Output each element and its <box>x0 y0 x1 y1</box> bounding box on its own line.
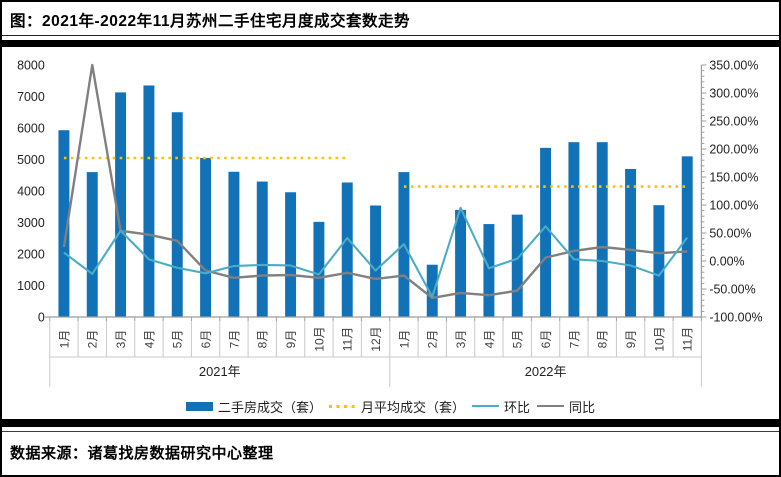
right-axis-tick-label: -50.00% <box>709 282 755 296</box>
legend-label-yoy: 同比 <box>569 399 596 415</box>
yoy-line-swatch-icon <box>537 404 565 408</box>
bar-2022年-2月 <box>426 264 438 317</box>
mom-line-swatch-icon <box>472 404 499 408</box>
month-tick-label: 11月 <box>681 327 695 351</box>
data-source-note: 数据来源：诸葛找房数据研究中心整理 <box>10 445 274 462</box>
bar-swatch-icon <box>185 401 213 411</box>
left-axis-tick-label: 7000 <box>17 90 45 104</box>
month-tick-label: 8月 <box>596 330 610 349</box>
bar-2021年-1月 <box>58 130 70 317</box>
month-tick-label: 3月 <box>114 330 128 349</box>
bar-2022年-5月 <box>511 214 523 317</box>
month-tick-label: 4月 <box>482 330 496 349</box>
legend-label-volume: 二手房成交（套） <box>217 399 322 415</box>
right-axis-tick-label: 250.00% <box>709 114 758 128</box>
bar-2021年-3月 <box>115 92 127 317</box>
month-tick-label: 9月 <box>624 330 638 349</box>
left-axis-tick-label: 4000 <box>17 184 45 198</box>
month-tick-label: 2月 <box>426 330 440 349</box>
bar-2021年-4月 <box>143 85 155 317</box>
left-axis-tick-label: 1000 <box>17 279 45 293</box>
month-tick-label: 7月 <box>227 330 241 349</box>
year-group-label: 2022年 <box>525 364 567 379</box>
legend-item-mom: 环比 <box>472 397 530 416</box>
right-axis-tick-label: 50.00% <box>709 226 751 240</box>
month-tick-label: 7月 <box>567 330 581 349</box>
footer-separator <box>2 419 779 432</box>
combo-chart: 1月 2月 3月 4月 5月 6月 7月 8月 9月 10月 11月 12月 1月 2月 3月 4月 5月 6月 7… <box>17 58 763 387</box>
month-tick-label: 5月 <box>171 330 185 349</box>
bar-2022年-8月 <box>596 142 608 317</box>
bar-2022年-9月 <box>625 168 637 317</box>
year-group-label: 2021年 <box>199 364 241 379</box>
month-tick-label: 2月 <box>86 330 100 349</box>
bar-2021年-8月 <box>256 181 268 317</box>
left-axis-tick-label: 5000 <box>17 153 45 167</box>
header-separator <box>2 35 779 47</box>
month-tick-label: 8月 <box>256 330 270 349</box>
month-tick-label: 5月 <box>511 330 525 349</box>
legend-label-average: 月平均成交（套） <box>360 399 465 415</box>
right-axis-tick-label: 350.00% <box>709 58 758 72</box>
footer-thin-line <box>2 431 779 432</box>
bar-2022年-10月 <box>653 205 665 317</box>
month-tick-label: 11月 <box>341 327 355 351</box>
footer-black-bar <box>2 419 779 427</box>
bar-2021年-6月 <box>200 157 212 317</box>
bar-2022年-6月 <box>540 147 552 317</box>
right-axis-tick-label: 300.00% <box>709 86 758 100</box>
mom-series-line <box>63 206 689 298</box>
month-tick-label: 6月 <box>199 330 213 349</box>
bar-2022年-7月 <box>568 142 580 317</box>
left-axis-tick-label: 2000 <box>17 247 45 261</box>
right-axis-tick-label: 100.00% <box>709 198 758 212</box>
left-axis-tick-label: 8000 <box>17 58 45 72</box>
month-tick-label: 4月 <box>142 330 156 349</box>
bar-2021年-5月 <box>171 112 183 317</box>
chart-area: 1月 2月 3月 4月 5月 6月 7月 8月 9月 10月 11月 12月 1月 2月 3月 4月 5月 6月 7… <box>2 47 779 393</box>
month-tick-label: 10月 <box>312 326 326 351</box>
bar-2021年-9月 <box>285 192 297 317</box>
month-tick-label: 9月 <box>284 330 298 349</box>
month-tick-label: 3月 <box>454 330 468 349</box>
chart-legend: 二手房成交（套） 月平均成交（套） 环比 同比 <box>2 393 779 419</box>
left-axis-tick-label: 6000 <box>17 121 45 135</box>
left-axis-tick-label: 3000 <box>17 216 45 230</box>
legend-label-mom: 环比 <box>504 399 531 415</box>
month-tick-label: 1月 <box>397 330 411 349</box>
bar-2022年-3月 <box>455 209 467 317</box>
bar-2021年-11月 <box>341 182 353 317</box>
figure-title: 图：2021年-2022年11月苏州二手住宅月度成交套数走势 <box>10 13 411 30</box>
month-tick-label: 12月 <box>369 326 383 351</box>
legend-item-yoy: 同比 <box>537 397 595 416</box>
legend-item-average: 月平均成交（套） <box>328 397 465 416</box>
legend-item-volume: 二手房成交（套） <box>185 397 322 416</box>
header-black-bar <box>2 40 779 47</box>
month-tick-label: 6月 <box>539 330 553 349</box>
bar-2021年-7月 <box>228 171 240 317</box>
bar-2021年-2月 <box>86 172 98 317</box>
right-axis-tick-label: 200.00% <box>709 142 758 156</box>
bar-2021年-12月 <box>370 205 382 317</box>
dotted-line-swatch-icon <box>328 404 356 408</box>
bar-2021年-10月 <box>313 221 325 317</box>
left-axis-tick-label: 0 <box>38 310 45 324</box>
yoy-series-line <box>62 63 688 300</box>
right-axis-tick-label: 150.00% <box>709 170 758 184</box>
right-axis-tick-label: 0.00% <box>709 254 744 268</box>
bar-2022年-4月 <box>483 224 495 317</box>
bar-2022年-11月 <box>681 156 693 317</box>
month-tick-label: 1月 <box>57 330 71 349</box>
month-tick-label: 10月 <box>652 326 666 351</box>
right-axis-tick-label: -100.00% <box>709 310 762 324</box>
